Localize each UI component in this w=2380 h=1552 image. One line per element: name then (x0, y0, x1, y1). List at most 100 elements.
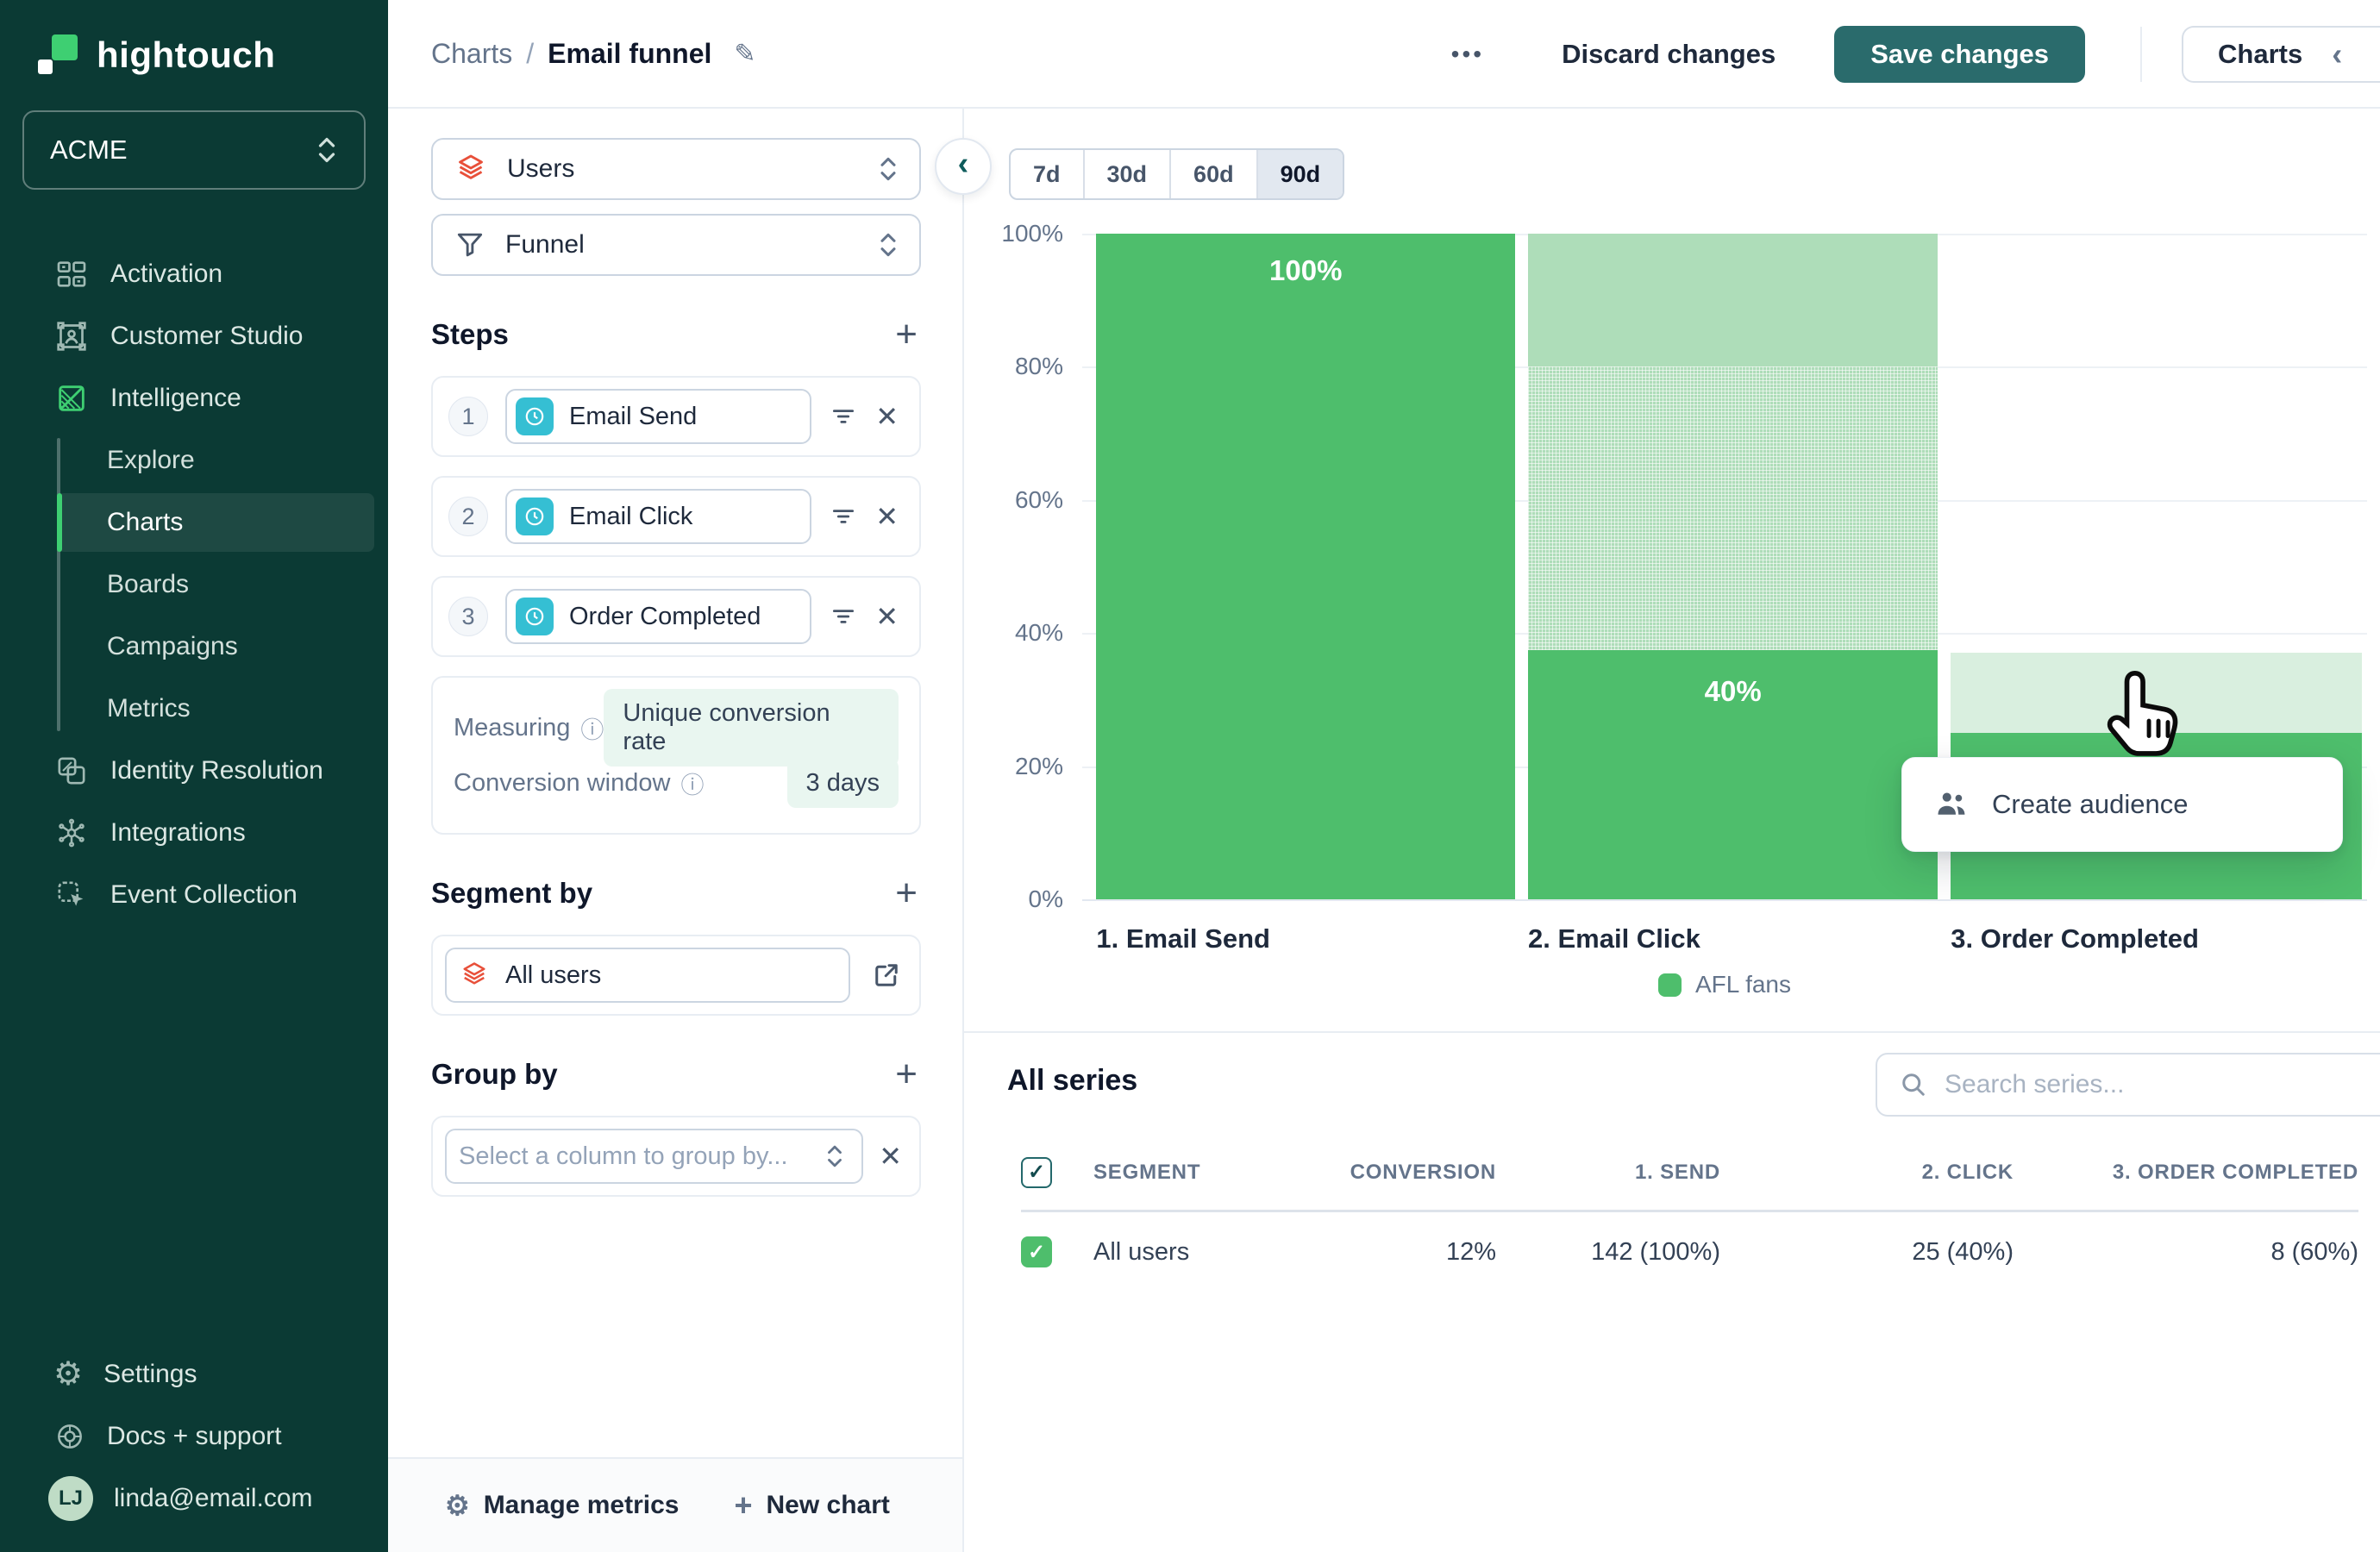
hand-cursor-icon (2104, 665, 2183, 756)
remove-step-icon[interactable]: ✕ (875, 401, 899, 432)
hightouch-logo-icon (34, 33, 79, 78)
measuring-row: Measuring ⓘ Unique conversion rate (454, 689, 899, 767)
step-filter-icon[interactable] (829, 502, 858, 531)
manage-metrics-button[interactable]: ⚙ Manage metrics (445, 1490, 680, 1521)
measuring-value-pill[interactable]: Unique conversion rate (604, 689, 899, 767)
group-by-card: Select a column to group by... ✕ (431, 1116, 921, 1197)
plus-icon: + (734, 1487, 753, 1523)
sidebar-nav: Activation Customer Studio (0, 243, 388, 926)
column-send: 1. SEND (1635, 1160, 1720, 1184)
conversion-window-value-pill[interactable]: 3 days (786, 758, 899, 808)
range-30d[interactable]: 30d (1085, 150, 1172, 198)
group-by-placeholder: Select a column to group by... (459, 1142, 788, 1170)
row-checkbox[interactable]: ✓ (1021, 1236, 1052, 1267)
edit-title-icon[interactable]: ✎ (734, 39, 756, 68)
segment-select[interactable]: All users (445, 948, 850, 1003)
sidebar: hightouch ACME Activation (0, 0, 388, 1552)
sidebar-item-metrics[interactable]: Metrics (107, 694, 191, 723)
series-search (1876, 1053, 2380, 1117)
step-event-select-3[interactable]: Order Completed (505, 589, 812, 644)
sidebar-item-label: Event Collection (110, 880, 298, 909)
sidebar-item-settings[interactable]: ⚙ Settings (0, 1343, 388, 1405)
range-90d[interactable]: 90d (1257, 150, 1343, 198)
save-changes-button[interactable]: Save changes (1834, 26, 2085, 83)
funnel-plot: 100% 80% 60% 40% 20% 0% 100% 40% (1001, 220, 2367, 912)
group-by-title: Group by (431, 1058, 558, 1090)
sidebar-user-menu[interactable]: LJ linda@email.com (0, 1468, 388, 1530)
add-step-button[interactable]: + (895, 313, 918, 355)
series-search-input[interactable] (1945, 1070, 2380, 1099)
add-group-by-button[interactable]: + (895, 1053, 918, 1095)
overflow-menu-icon[interactable]: ••• (1450, 41, 1485, 67)
step-filter-icon[interactable] (829, 602, 858, 631)
step-number: 3 (448, 597, 488, 636)
intelligence-subnav: Explore Charts Boards Campaigns Metrics (0, 429, 388, 740)
topbar-divider (2140, 27, 2142, 82)
sidebar-item-charts[interactable]: Charts (0, 491, 388, 554)
measuring-label: Measuring ⓘ (454, 711, 604, 745)
sidebar-item-intelligence[interactable]: Intelligence (0, 367, 388, 429)
x-label-email-click: 2. Email Click (1528, 923, 1700, 954)
brand-logo[interactable]: hightouch (0, 0, 388, 78)
steps-section-header: Steps + (431, 316, 918, 354)
charts-panel-toggle[interactable]: Charts ‹ (2182, 26, 2380, 83)
step-event-select-2[interactable]: Email Click (505, 489, 812, 544)
column-order-completed: 3. ORDER COMPLETED (2112, 1160, 2358, 1184)
cell-segment: All users (1093, 1237, 1190, 1266)
user-email: linda@email.com (114, 1484, 313, 1512)
sidebar-item-activation[interactable]: Activation (0, 243, 388, 305)
parent-model-select[interactable]: Users (431, 138, 921, 200)
sidebar-item-campaigns[interactable]: Campaigns (107, 632, 238, 660)
chart-type-value: Funnel (505, 230, 585, 259)
remove-group-by-icon[interactable]: ✕ (879, 1141, 902, 1172)
step-number: 2 (448, 497, 488, 536)
info-icon[interactable]: ⓘ (580, 717, 604, 743)
sidebar-item-explore[interactable]: Explore (107, 446, 195, 474)
chart-type-select[interactable]: Funnel (431, 214, 921, 276)
workspace-selector[interactable]: ACME (22, 110, 366, 190)
cell-order-completed: 8 (60%) (2270, 1237, 2358, 1266)
sidebar-item-label: Identity Resolution (110, 756, 323, 785)
breadcrumb-separator: / (526, 37, 535, 69)
step-filter-icon[interactable] (829, 402, 858, 431)
range-7d[interactable]: 7d (1011, 150, 1085, 198)
conversion-window-label: Conversion window ⓘ (454, 767, 704, 800)
gear-icon: ⚙ (53, 1356, 84, 1392)
funnel-bar-email-send[interactable]: 100% (1096, 234, 1516, 899)
group-by-select[interactable]: Select a column to group by... (445, 1129, 864, 1184)
remove-step-icon[interactable]: ✕ (875, 501, 899, 532)
collapse-config-button[interactable]: ‹ (935, 138, 992, 195)
event-clock-icon (516, 598, 554, 635)
legend-label: AFL fans (1694, 971, 1791, 998)
sidebar-item-identity-resolution[interactable]: Identity Resolution (0, 740, 388, 802)
sidebar-item-event-collection[interactable]: Event Collection (0, 864, 388, 926)
sidebar-item-customer-studio[interactable]: Customer Studio (0, 305, 388, 367)
open-external-icon[interactable] (871, 960, 902, 991)
sidebar-item-integrations[interactable]: Integrations (0, 802, 388, 864)
sidebar-item-docs-support[interactable]: Docs + support (0, 1405, 388, 1468)
remove-step-icon[interactable]: ✕ (875, 601, 899, 632)
event-clock-icon (516, 397, 554, 435)
add-segment-button[interactable]: + (895, 872, 918, 914)
sidebar-item-boards[interactable]: Boards (107, 570, 190, 598)
search-icon (1898, 1069, 1929, 1100)
new-chart-button[interactable]: + New chart (734, 1487, 890, 1523)
breadcrumb-charts-link[interactable]: Charts (431, 37, 513, 69)
create-audience-label: Create audience (1992, 789, 2189, 819)
sidebar-item-label: Docs + support (107, 1422, 282, 1450)
create-audience-popover[interactable]: Create audience (1901, 757, 2343, 852)
integrations-icon (53, 815, 90, 851)
discard-changes-button[interactable]: Discard changes (1562, 39, 1776, 69)
topbar: Charts / Email funnel ✎ ••• Discard chan… (388, 0, 2380, 109)
step-row-3: 3 Order Completed ✕ (431, 576, 921, 657)
funnel-bar-email-click[interactable]: 40% (1528, 234, 1938, 899)
legend-swatch (1657, 973, 1682, 997)
activation-icon (53, 256, 90, 292)
select-all-checkbox[interactable]: ✓ (1021, 1156, 1052, 1188)
range-60d[interactable]: 60d (1171, 150, 1258, 198)
column-conversion: CONVERSION (1350, 1160, 1496, 1184)
step-row-2: 2 Email Click ✕ (431, 476, 921, 557)
step-number: 1 (448, 397, 488, 436)
step-event-select-1[interactable]: Email Send (505, 389, 812, 444)
info-icon[interactable]: ⓘ (680, 772, 705, 798)
